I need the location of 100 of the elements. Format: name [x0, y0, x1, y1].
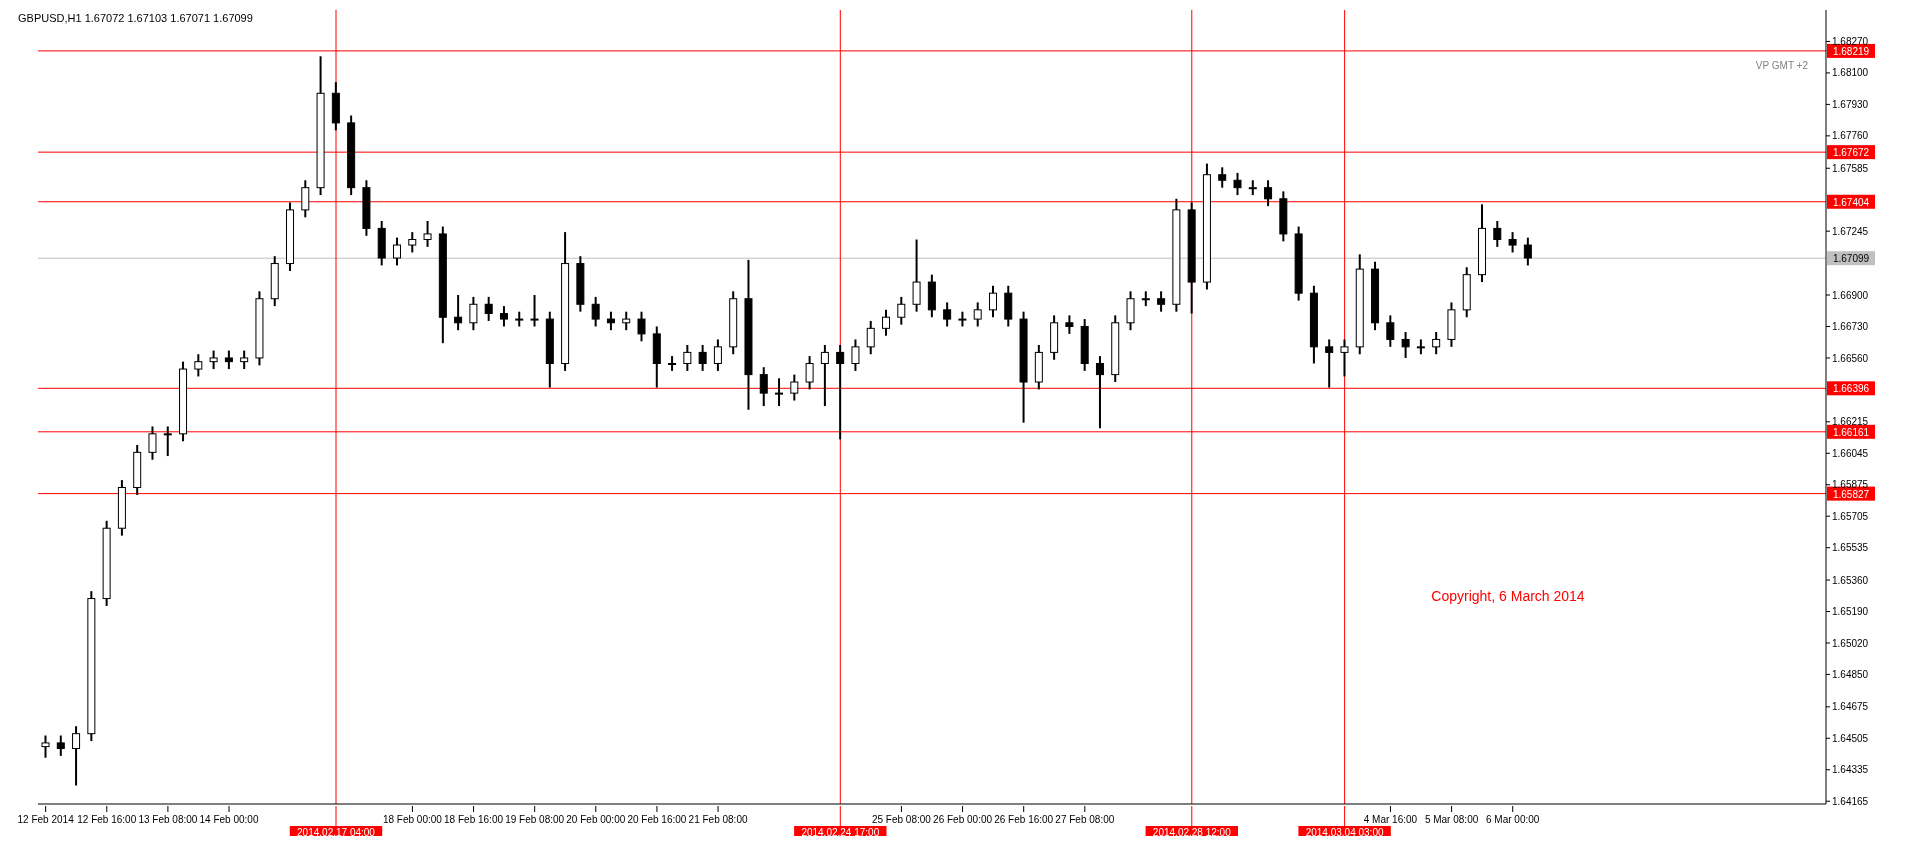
y-tick-label: 1.67760 [1832, 130, 1869, 142]
ref-line-label: 1.67672 [1832, 147, 1870, 159]
candlestick [194, 353, 203, 378]
candlestick [1325, 338, 1334, 389]
y-tick-label: 1.66045 [1832, 447, 1869, 459]
annotation: Copyright, 6 March 2014 [1431, 588, 1585, 604]
y-tick-label: 1.64675 [1832, 701, 1869, 713]
x-tick-label: 12 Feb 2014 [17, 814, 75, 825]
y-tick-label: 1.66730 [1832, 321, 1869, 333]
candlestick [484, 295, 493, 322]
candlestick [454, 294, 463, 332]
candlestick [622, 310, 631, 332]
x-tick-label: 20 Feb 00:00 [566, 814, 626, 825]
candlestick [713, 338, 722, 372]
x-tick-label: 2014.02.17 04:00 [297, 827, 376, 838]
y-tick-label: 1.64505 [1832, 732, 1869, 744]
y-tick-label: 1.67930 [1832, 98, 1869, 110]
ref-line-label: 1.68219 [1832, 45, 1870, 57]
y-tick-label: 1.66215 [1832, 416, 1869, 428]
candlestick [759, 366, 768, 408]
x-tick-label: 2014.02.28 12:00 [1152, 827, 1232, 838]
candlestick [1065, 314, 1074, 335]
candlestick [72, 725, 81, 787]
y-tick-label: 1.64335 [1832, 764, 1869, 776]
candlestick [851, 338, 860, 372]
x-tick-label: 5 Mar 08:00 [1424, 814, 1479, 825]
y-tick-label: 1.64165 [1832, 795, 1869, 807]
y-tick-label: 1.65705 [1832, 510, 1869, 522]
candlestick [1523, 236, 1532, 267]
candlestick [1264, 179, 1273, 208]
x-tick-label: 20 Feb 16:00 [627, 814, 687, 825]
ref-line-label: 1.66396 [1832, 383, 1870, 395]
chart-title: GBPUSD,H1 1.67072 1.67103 1.67071 1.67099 [18, 12, 253, 24]
candlestick [820, 344, 829, 408]
x-tick-label: 26 Feb 16:00 [994, 814, 1054, 825]
y-tick-label: 1.65535 [1832, 542, 1869, 554]
y-tick-label: 1.67245 [1832, 225, 1869, 237]
candlestick [1233, 171, 1242, 197]
candlestick [805, 355, 814, 391]
candlestick [240, 349, 249, 371]
x-tick-label: 13 Feb 08:00 [138, 814, 198, 825]
x-tick-label: 18 Feb 16:00 [444, 814, 504, 825]
candlestick [882, 308, 891, 337]
x-tick-label: 14 Feb 00:00 [199, 814, 259, 825]
x-tick-label: 2014.02.24 17:00 [801, 827, 880, 838]
x-tick-label: 27 Feb 08:00 [1055, 814, 1115, 825]
candlestick [606, 310, 615, 332]
candlestick [836, 344, 845, 441]
candlestick [683, 344, 692, 372]
candlestick [988, 284, 997, 319]
candlestick [301, 179, 310, 219]
ref-line-label: 1.66161 [1832, 426, 1870, 438]
candlestick [1493, 219, 1502, 248]
candlestick [209, 349, 218, 371]
x-tick-label: 26 Feb 00:00 [933, 814, 993, 825]
x-tick-label: 19 Feb 08:00 [505, 814, 565, 825]
y-tick-label: 1.65360 [1832, 574, 1869, 586]
candlestick [224, 349, 233, 371]
candlestick [1432, 331, 1441, 356]
y-tick-label: 1.65190 [1832, 606, 1869, 618]
candlestick [698, 344, 707, 372]
candlestick [148, 425, 157, 461]
candlestick [530, 294, 539, 328]
x-tick-label: 25 Feb 08:00 [871, 814, 932, 825]
y-tick-label: 1.65020 [1832, 637, 1869, 649]
x-tick-label: 4 Mar 16:00 [1363, 814, 1418, 825]
annotation: VP GMT +2 [1755, 60, 1808, 71]
candlestick [163, 425, 172, 458]
candlestick [973, 301, 982, 328]
x-tick-label: 2014.03.04 03:00 [1305, 827, 1384, 838]
candlestick [897, 295, 906, 326]
candlestick [1508, 231, 1517, 254]
y-tick-label: 1.68100 [1832, 67, 1869, 79]
ref-line-label: 1.67099 [1832, 253, 1870, 265]
candlestick [1340, 338, 1349, 378]
y-tick-label: 1.66900 [1832, 289, 1869, 301]
candlestick [912, 238, 921, 313]
candlestick [943, 301, 952, 328]
candlestick [41, 734, 50, 759]
candlestick [56, 734, 65, 757]
candlestick [1095, 355, 1104, 430]
y-tick-label: 1.66560 [1832, 352, 1869, 364]
candlestick [775, 377, 784, 408]
x-tick-label: 12 Feb 16:00 [77, 814, 137, 825]
candlestick [469, 295, 478, 332]
candlestick [637, 310, 646, 343]
ref-line-label: 1.67404 [1832, 196, 1870, 208]
candlestick [423, 219, 432, 248]
ref-line-label: 1.65827 [1832, 488, 1870, 500]
candlestick [1157, 290, 1166, 313]
candlestick [790, 373, 799, 402]
candlestick [1401, 331, 1410, 359]
candlestick [1386, 314, 1395, 348]
y-tick-label: 1.64850 [1832, 668, 1869, 680]
candlestick [591, 295, 600, 328]
candlestick [499, 305, 508, 328]
candlestick [392, 236, 401, 267]
candlestick [408, 231, 417, 254]
y-tick-label: 1.67585 [1832, 162, 1869, 174]
x-tick-label: 18 Feb 00:00 [382, 814, 443, 825]
